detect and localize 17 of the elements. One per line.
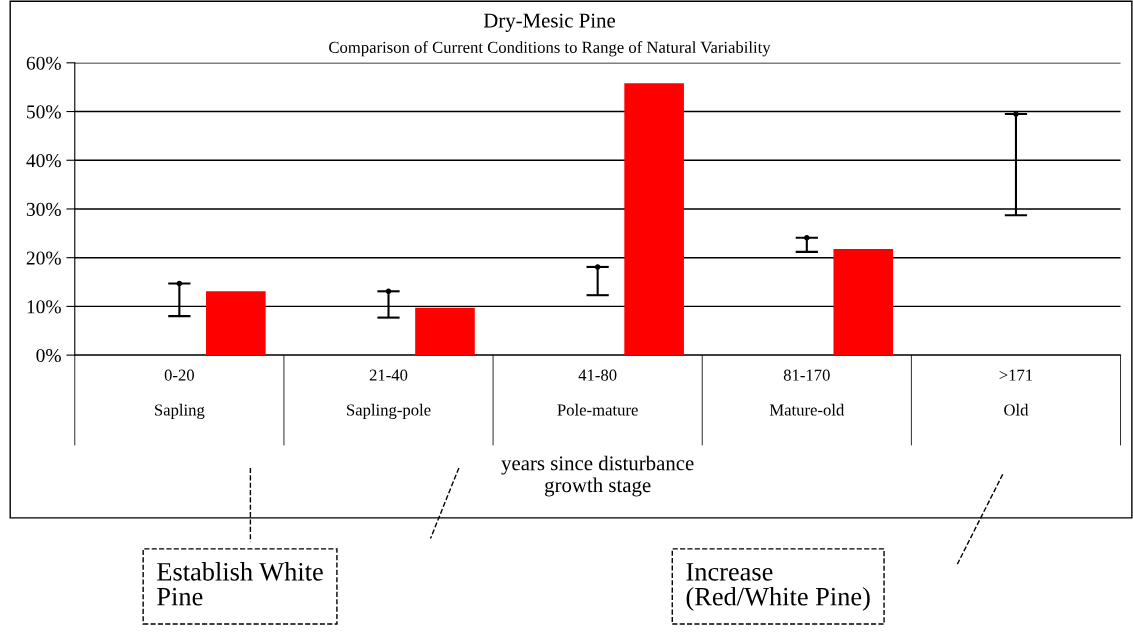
category-label: 41-80 Pole-mature — [557, 369, 638, 416]
y-tick-label: 0% — [36, 348, 61, 363]
category-label: 21-40 Sapling-pole — [347, 369, 431, 420]
y-tick-label: 40% — [26, 154, 61, 168]
y-tick-label: 50% — [27, 105, 61, 119]
text: Establish White Pine — [157, 562, 323, 606]
y-tick-label: 60% — [26, 56, 61, 70]
category-label: 0-20 Sapling — [155, 369, 205, 420]
x-axis-title: years since disturbance growth stage — [501, 455, 694, 497]
category-label: 81-170 Mature-old — [769, 369, 845, 416]
text: Increase (Red/White Pine) — [686, 563, 870, 611]
y-tick-label: 30% — [26, 202, 61, 216]
chart-title: Dry-Mesic Pine — [483, 13, 616, 32]
chart-subtitle: Comparison of Current Conditions to Range of Natural Variability — [329, 41, 771, 57]
y-tick-label: 10% — [27, 300, 61, 314]
y-tick-label: 20% — [26, 251, 61, 265]
category-label: >171 Old — [999, 369, 1033, 416]
